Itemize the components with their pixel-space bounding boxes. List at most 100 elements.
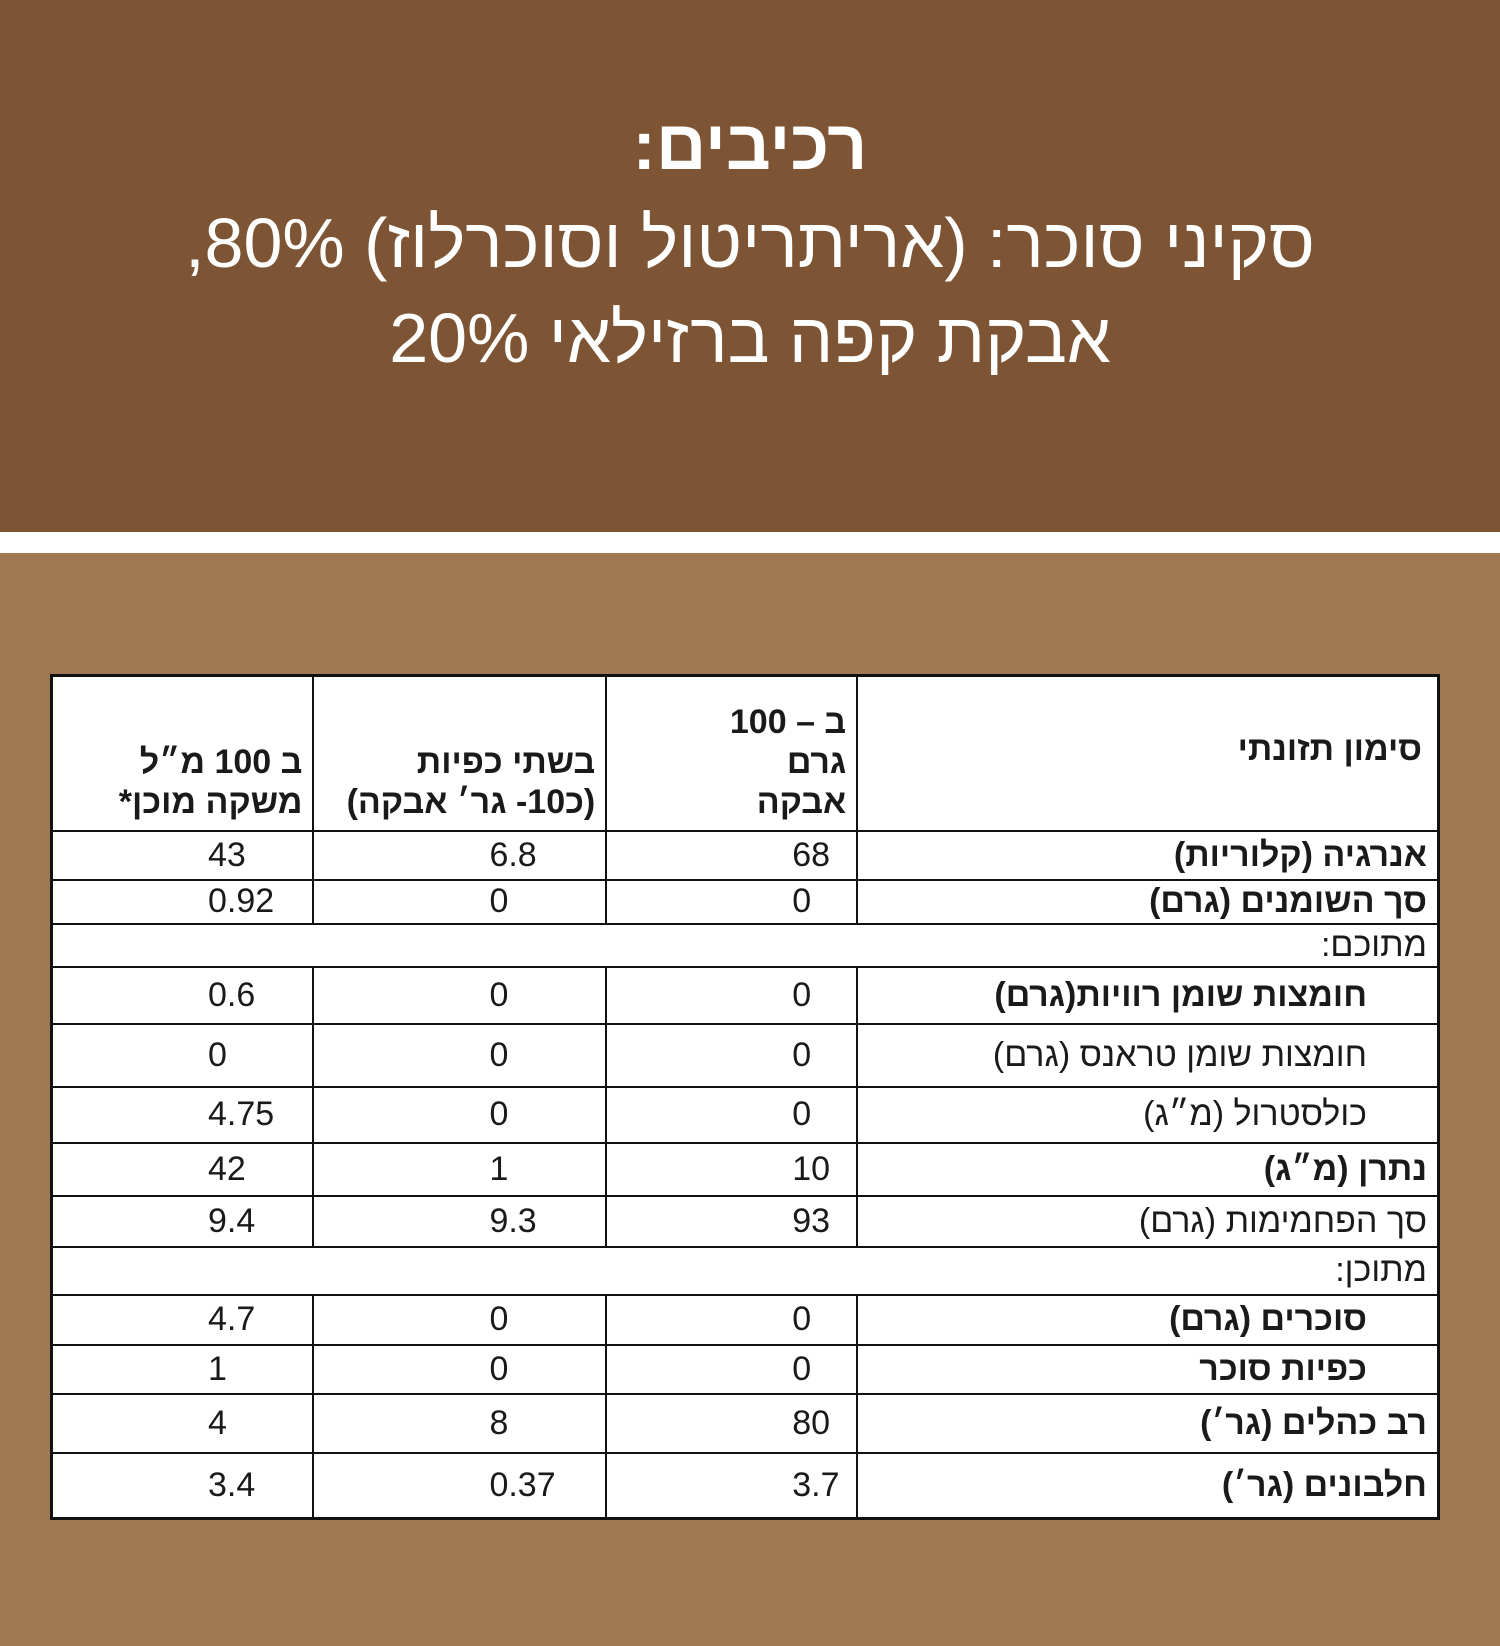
value-text: 0 xyxy=(792,1095,812,1133)
row-value: 1 xyxy=(50,1343,315,1395)
row-value: 0 xyxy=(605,1022,859,1088)
row-value: 0 xyxy=(50,1022,315,1088)
table-row: סך השומנים (גרם) 0 0 0.92 xyxy=(50,878,1440,925)
row-value: 43 xyxy=(50,829,315,881)
row-value: 4.75 xyxy=(50,1085,315,1144)
table-row: חלבונים (גר׳) 3.7 0.37 3.4 xyxy=(50,1451,1440,1520)
col-header-two-spoons: בשתי כפיות (כ10- גר׳ אבקה) xyxy=(312,674,608,832)
row-label: חלבונים (גר׳) xyxy=(856,1451,1440,1520)
table-row: כולסטרול (מ״ג) 0 0 4.75 xyxy=(50,1085,1440,1144)
table-row: כפיות סוכר 0 0 1 xyxy=(50,1343,1440,1395)
row-value: 0 xyxy=(605,1085,859,1144)
row-subheading: מתוכם: xyxy=(50,922,1440,968)
col-header-label: סימון תזונתי xyxy=(856,674,1440,832)
row-value: 6.8 xyxy=(312,829,608,881)
value-text: 0 xyxy=(489,975,509,1014)
table-row: חומצות שומן רוויות(גרם) 0 0 0.6 xyxy=(50,965,1440,1025)
value-text: 43 xyxy=(208,835,246,874)
value-text: 0 xyxy=(489,1349,509,1388)
value-text: 0 xyxy=(792,1300,812,1338)
row-value: 0 xyxy=(605,1293,859,1346)
col-header-text: ב – 100 גרם אבקה xyxy=(729,702,847,821)
table-row: רב כהלים (גר׳) 80 8 4 xyxy=(50,1392,1440,1454)
value-text: 0.37 xyxy=(489,1465,556,1504)
row-value: 0 xyxy=(605,965,859,1025)
row-value: 1 xyxy=(312,1141,608,1197)
row-label: חומצות שומן רוויות(גרם) xyxy=(856,965,1440,1025)
value-text: 4.7 xyxy=(208,1300,256,1338)
row-value: 0 xyxy=(312,1343,608,1395)
value-text: 0 xyxy=(489,1300,509,1338)
row-label: סך השומנים (גרם) xyxy=(856,878,1440,925)
row-value: 4 xyxy=(50,1392,315,1454)
row-label: כפיות סוכר xyxy=(856,1343,1440,1395)
table-row: אנרגיה (קלוריות) 68 6.8 43 xyxy=(50,829,1440,881)
value-text: 4 xyxy=(208,1403,227,1442)
value-text: 3.7 xyxy=(792,1465,840,1504)
row-value: 0.92 xyxy=(50,878,315,925)
row-label: נתרן (מ״ג) xyxy=(856,1141,1440,1197)
row-value: 3.7 xyxy=(605,1451,859,1520)
value-text: 1 xyxy=(208,1349,227,1388)
table-row: מתוכן: xyxy=(50,1245,1440,1296)
row-value: 80 xyxy=(605,1392,859,1454)
value-text: 68 xyxy=(792,835,831,874)
value-text: 0 xyxy=(792,1035,812,1074)
value-text: 6.8 xyxy=(489,835,537,874)
value-text: 4.75 xyxy=(208,1095,275,1133)
row-value: 8 xyxy=(312,1392,608,1454)
row-subheading: מתוכן: xyxy=(50,1245,1440,1296)
ingredients-line-2: אבקת קפה ברזילאי 20% xyxy=(389,299,1111,377)
row-value: 0 xyxy=(605,878,859,925)
value-text: 0 xyxy=(792,1349,812,1388)
table-row: חומצות שומן טראנס (גרם) 0 0 0 xyxy=(50,1022,1440,1088)
col-header-text: ב 100 מ״ל משקה מוכן* xyxy=(118,742,303,821)
row-value: 3.4 xyxy=(50,1451,315,1520)
value-text: 9.3 xyxy=(489,1201,537,1240)
row-value: 0 xyxy=(312,1022,608,1088)
row-value: 9.4 xyxy=(50,1194,315,1248)
row-label: סוכרים (גרם) xyxy=(856,1293,1440,1346)
value-text: 1 xyxy=(489,1149,509,1188)
value-text: 3.4 xyxy=(208,1465,256,1504)
row-value: 4.7 xyxy=(50,1293,315,1346)
value-text: 0 xyxy=(489,1035,509,1074)
value-text: 42 xyxy=(208,1149,246,1188)
row-value: 68 xyxy=(605,829,859,881)
row-value: 0.37 xyxy=(312,1451,608,1520)
row-label: סך הפחמימות (גרם) xyxy=(856,1194,1440,1248)
col-header-per-100ml: ב 100 מ״ל משקה מוכן* xyxy=(50,674,315,832)
row-label: אנרגיה (קלוריות) xyxy=(856,829,1440,881)
ingredients-line-1: סקיני סוכר: (אריתריטול וסוכרלוז) 80%, xyxy=(185,204,1315,282)
row-label: כולסטרול (מ״ג) xyxy=(856,1085,1440,1144)
row-value: 42 xyxy=(50,1141,315,1197)
value-text: 9.4 xyxy=(208,1201,256,1240)
row-value: 93 xyxy=(605,1194,859,1248)
row-label: רב כהלים (גר׳) xyxy=(856,1392,1440,1454)
row-value: 9.3 xyxy=(312,1194,608,1248)
nutrition-table: סימון תזונתי ב – 100 גרם אבקה בשתי כפיות… xyxy=(50,674,1440,1520)
value-text: 0 xyxy=(208,1035,227,1074)
value-text: 0 xyxy=(489,882,509,920)
ingredients-title: רכיבים: xyxy=(632,106,868,184)
row-label: חומצות שומן טראנס (גרם) xyxy=(856,1022,1440,1088)
value-text: 0 xyxy=(489,1095,509,1133)
value-text: 8 xyxy=(489,1403,509,1442)
table-header-row: סימון תזונתי ב – 100 גרם אבקה בשתי כפיות… xyxy=(50,674,1440,832)
row-value: 0 xyxy=(312,1085,608,1144)
table-row: מתוכם: xyxy=(50,922,1440,968)
col-header-per-100g: ב – 100 גרם אבקה xyxy=(605,674,859,832)
value-text: 80 xyxy=(792,1403,831,1442)
table-row: נתרן (מ״ג) 10 1 42 xyxy=(50,1141,1440,1197)
table-row: סך הפחמימות (גרם) 93 9.3 9.4 xyxy=(50,1194,1440,1248)
value-text: 0.92 xyxy=(208,882,275,920)
value-text: 0.6 xyxy=(208,975,256,1014)
value-text: 0 xyxy=(792,975,812,1014)
value-text: 0 xyxy=(792,882,812,920)
row-value: 0.6 xyxy=(50,965,315,1025)
table-row: סוכרים (גרם) 0 0 4.7 xyxy=(50,1293,1440,1346)
value-text: 93 xyxy=(792,1201,831,1240)
row-value: 0 xyxy=(312,965,608,1025)
value-text: 10 xyxy=(792,1149,831,1188)
row-value: 0 xyxy=(312,878,608,925)
